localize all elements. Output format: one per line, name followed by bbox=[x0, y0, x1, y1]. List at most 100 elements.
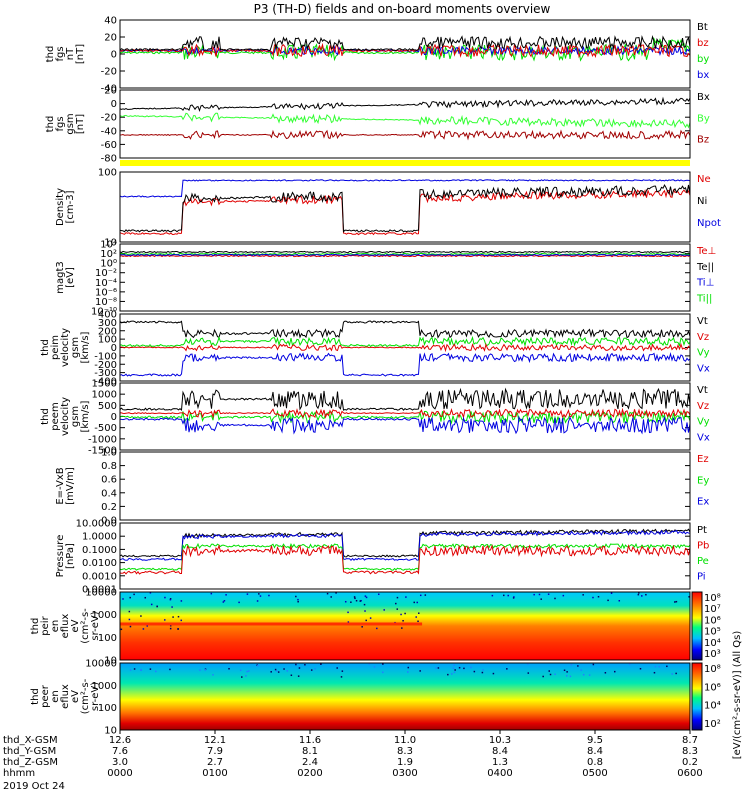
panel-ylabel-line: sr-eV) bbox=[90, 611, 101, 640]
noise-pixel bbox=[344, 600, 347, 603]
noise-pixel bbox=[382, 671, 384, 674]
noise-pixel bbox=[451, 673, 453, 675]
noise-pixel bbox=[347, 611, 349, 614]
series-Vt bbox=[119, 387, 691, 412]
legend-entry: Bx bbox=[697, 92, 710, 103]
legend-entry: Ti|| bbox=[696, 293, 712, 304]
time-axis-value: 11.0 bbox=[394, 735, 416, 746]
noise-pixel bbox=[353, 596, 356, 598]
noise-pixel bbox=[128, 610, 131, 613]
colorbar-tick-label: 10⁵ bbox=[704, 627, 721, 638]
panel-ylabel-line: peer bbox=[40, 684, 51, 708]
noise-pixel bbox=[365, 596, 368, 599]
noise-pixel bbox=[570, 663, 573, 666]
legend-entry: Te|| bbox=[696, 262, 714, 273]
panel-ylabel-line: fgs bbox=[55, 116, 66, 131]
noise-pixel bbox=[212, 674, 214, 676]
noise-pixel bbox=[618, 599, 621, 602]
noise-pixel bbox=[128, 618, 131, 621]
panel-ylabel-line: Pressure bbox=[55, 535, 66, 578]
noise-pixel bbox=[554, 597, 556, 600]
noise-pixel bbox=[401, 627, 403, 629]
ytick-label: 1500 bbox=[92, 379, 117, 390]
panel-ylabel-line: eflux bbox=[60, 684, 71, 709]
noise-pixel bbox=[361, 626, 363, 628]
ytick-label: 0 bbox=[111, 412, 117, 423]
noise-pixel bbox=[614, 670, 616, 673]
series-Pe bbox=[119, 542, 691, 571]
legend-entry: Te⊥ bbox=[696, 246, 716, 257]
series-Vx bbox=[119, 415, 691, 435]
noise-pixel bbox=[171, 606, 173, 608]
noise-pixel bbox=[140, 615, 142, 617]
noise-pixel bbox=[169, 624, 172, 627]
time-axis-value: 8.3 bbox=[397, 746, 413, 757]
noise-pixel bbox=[377, 593, 380, 596]
noise-pixel bbox=[453, 664, 455, 666]
noise-pixel bbox=[473, 670, 476, 673]
noise-pixel bbox=[297, 598, 299, 601]
legend-entry: Pi bbox=[697, 572, 706, 583]
ytick-label: -20 bbox=[101, 113, 117, 124]
noise-pixel bbox=[169, 668, 171, 671]
noise-pixel bbox=[122, 598, 124, 600]
panel-ylabel-line: nT bbox=[65, 47, 76, 60]
series-Bt bbox=[119, 35, 691, 52]
panel-ylabel-line: gsm bbox=[65, 113, 76, 134]
noise-pixel bbox=[156, 605, 158, 608]
noise-pixel bbox=[407, 671, 409, 673]
ytick-label: 10 bbox=[104, 238, 117, 249]
panel-frame bbox=[119, 382, 691, 451]
ytick-label: -1000 bbox=[88, 434, 117, 445]
time-axis-value: 8.7 bbox=[682, 735, 698, 746]
panel-ylabel-line: magt3 bbox=[55, 261, 66, 294]
noise-pixel bbox=[360, 599, 362, 602]
panel-frame bbox=[119, 89, 691, 159]
noise-pixel bbox=[314, 668, 316, 670]
ytick-label: 10000 bbox=[85, 588, 117, 599]
noise-pixel bbox=[364, 610, 366, 612]
noise-pixel bbox=[177, 615, 180, 618]
noise-pixel bbox=[666, 665, 668, 668]
noise-pixel bbox=[566, 675, 568, 677]
panel-peem-velocity: thd peem velocity gsm [km/s]150010005000-500… bbox=[40, 379, 710, 457]
noise-pixel bbox=[120, 628, 123, 631]
ytick-label: -40 bbox=[101, 126, 117, 137]
panel-ylabel-line: peim bbox=[50, 335, 61, 360]
panel-frame bbox=[119, 591, 691, 661]
ytick-label: 10⁻⁶ bbox=[95, 287, 117, 298]
ytick-label: 300 bbox=[98, 318, 117, 329]
panel-ylabel-line: thd bbox=[30, 618, 41, 635]
ytick-label: -1500 bbox=[88, 446, 117, 457]
noise-pixel bbox=[368, 663, 371, 665]
noise-pixel bbox=[458, 666, 461, 669]
noise-pixel bbox=[383, 609, 385, 611]
noise-pixel bbox=[340, 676, 343, 678]
noise-pixel bbox=[239, 669, 242, 672]
ytick-label: -100 bbox=[94, 351, 117, 362]
panel-ylabel-line: thd bbox=[45, 116, 56, 133]
legend-entry: bx bbox=[697, 70, 709, 81]
noise-pixel bbox=[310, 669, 313, 671]
time-axis-value: 0200 bbox=[297, 768, 322, 779]
noise-pixel bbox=[382, 663, 384, 665]
ytick-label: 10² bbox=[100, 249, 117, 260]
panel-ylabel-line: [nT] bbox=[75, 44, 86, 64]
ytick-label: -300 bbox=[94, 368, 117, 379]
noise-pixel bbox=[527, 663, 529, 665]
time-axis-value: 0000 bbox=[107, 768, 132, 779]
time-axis-row-label: thd_Z-GSM bbox=[3, 757, 58, 768]
noise-pixel bbox=[547, 593, 550, 595]
ytick-label: 1000 bbox=[92, 390, 117, 401]
ytick-label: 10000 bbox=[85, 659, 117, 670]
ytick-label: 1.0 bbox=[101, 448, 117, 459]
noise-pixel bbox=[415, 616, 417, 618]
noise-pixel bbox=[592, 596, 594, 599]
noise-pixel bbox=[286, 670, 289, 672]
legend-entry: Pt bbox=[697, 525, 707, 536]
time-axis-row-label: thd_X-GSM bbox=[3, 735, 58, 746]
noise-pixel bbox=[172, 616, 174, 618]
ytick-label: 100 bbox=[98, 335, 117, 346]
series-Pt bbox=[119, 528, 691, 558]
